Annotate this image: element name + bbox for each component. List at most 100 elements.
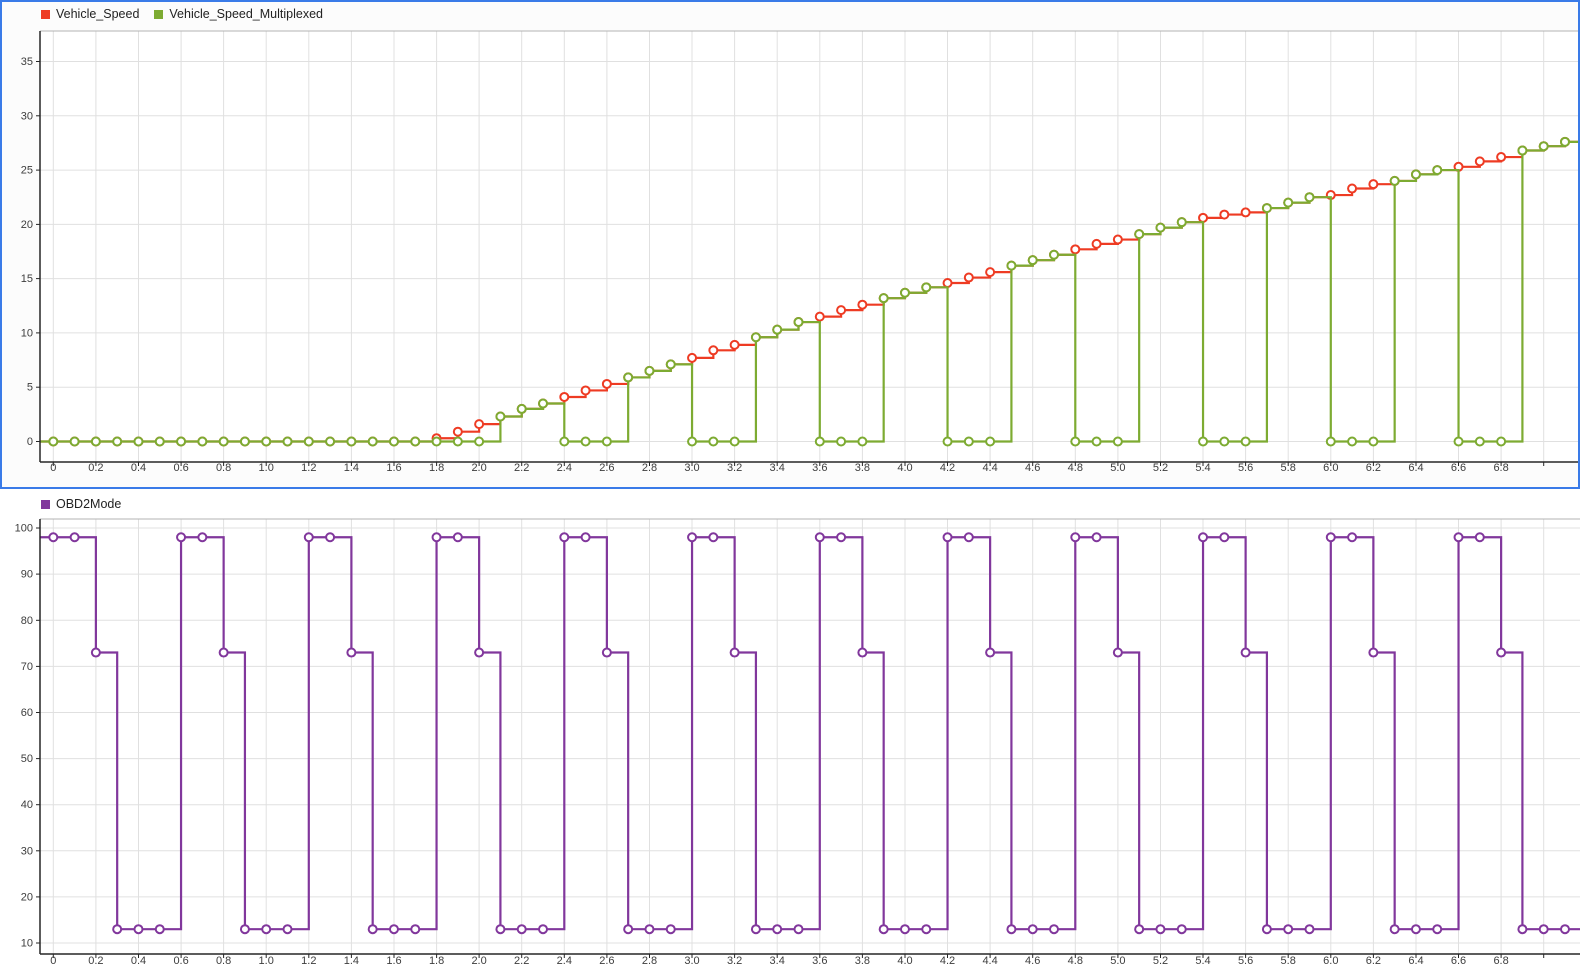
data-point-Vehicle_Speed[interactable] [942,277,953,288]
data-point-OBD2Mode[interactable] [261,924,272,935]
plot-area[interactable] [40,519,1580,954]
data-point-OBD2Mode[interactable] [687,532,698,543]
legend-item-vehicle-speed-multiplexed[interactable]: Vehicle_Speed_Multiplexed [154,8,323,21]
data-point-OBD2Mode[interactable] [303,532,314,543]
data-point-Vehicle_Speed[interactable] [1240,207,1251,218]
data-point-OBD2Mode[interactable] [1112,647,1123,658]
data-point-Vehicle_Speed_Multiplexed[interactable] [1432,165,1443,176]
data-point-Vehicle_Speed[interactable] [687,352,698,363]
data-point-OBD2Mode[interactable] [1006,924,1017,935]
data-point-OBD2Mode[interactable] [623,924,634,935]
data-point-OBD2Mode[interactable] [474,647,485,658]
data-point-Vehicle_Speed_Multiplexed[interactable] [303,436,314,447]
data-point-Vehicle_Speed_Multiplexed[interactable] [1112,436,1123,447]
data-point-Vehicle_Speed_Multiplexed[interactable] [580,436,591,447]
data-point-OBD2Mode[interactable] [644,924,655,935]
data-point-OBD2Mode[interactable] [1559,924,1570,935]
data-point-Vehicle_Speed_Multiplexed[interactable] [921,282,932,293]
data-point-Vehicle_Speed_Multiplexed[interactable] [601,436,612,447]
data-point-OBD2Mode[interactable] [729,647,740,658]
data-point-OBD2Mode[interactable] [793,924,804,935]
data-point-OBD2Mode[interactable] [1198,532,1209,543]
data-point-OBD2Mode[interactable] [1155,924,1166,935]
data-point-Vehicle_Speed_Multiplexed[interactable] [367,436,378,447]
data-point-OBD2Mode[interactable] [878,924,889,935]
data-point-OBD2Mode[interactable] [985,647,996,658]
data-point-Vehicle_Speed[interactable] [601,378,612,389]
data-point-Vehicle_Speed_Multiplexed[interactable] [814,436,825,447]
data-point-OBD2Mode[interactable] [814,532,825,543]
vehicle-speed-chart[interactable]: 0 0.2 0.4 0.6 0.8 1.0 1.2 1.4 1.6 1.8 2.0 2.2 2.4 2.6… [0,0,1580,489]
data-point-OBD2Mode[interactable] [218,647,229,658]
data-point-Vehicle_Speed_Multiplexed[interactable] [239,436,250,447]
data-point-Vehicle_Speed[interactable] [1496,152,1507,163]
data-point-Vehicle_Speed_Multiplexed[interactable] [1049,249,1059,260]
data-point-OBD2Mode[interactable] [963,532,974,543]
data-point-Vehicle_Speed_Multiplexed[interactable] [538,398,549,409]
data-point-Vehicle_Speed[interactable] [963,272,974,283]
data-point-Vehicle_Speed[interactable] [729,339,740,350]
data-point-Vehicle_Speed_Multiplexed[interactable] [388,436,399,447]
data-point-OBD2Mode[interactable] [1389,924,1400,935]
data-point-Vehicle_Speed_Multiplexed[interactable] [1176,217,1187,228]
data-point-OBD2Mode[interactable] [367,924,378,935]
data-point-OBD2Mode[interactable] [1325,532,1336,543]
data-point-Vehicle_Speed_Multiplexed[interactable] [325,436,336,447]
data-point-OBD2Mode[interactable] [197,532,208,543]
data-point-OBD2Mode[interactable] [1304,924,1315,935]
data-point-OBD2Mode[interactable] [239,924,250,935]
data-point-Vehicle_Speed_Multiplexed[interactable] [1496,436,1507,447]
data-point-Vehicle_Speed[interactable] [559,391,570,402]
data-point-OBD2Mode[interactable] [538,924,549,935]
data-point-OBD2Mode[interactable] [1453,532,1464,543]
data-point-Vehicle_Speed_Multiplexed[interactable] [495,411,506,422]
data-point-Vehicle_Speed_Multiplexed[interactable] [878,293,889,304]
data-point-OBD2Mode[interactable] [1176,924,1187,935]
data-point-Vehicle_Speed_Multiplexed[interactable] [750,332,761,343]
data-point-OBD2Mode[interactable] [1283,924,1294,935]
data-point-Vehicle_Speed_Multiplexed[interactable] [1347,436,1358,447]
data-point-OBD2Mode[interactable] [1049,924,1059,935]
data-point-Vehicle_Speed[interactable] [708,345,719,356]
data-point-OBD2Mode[interactable] [665,924,676,935]
legend-item-vehicle-speed[interactable]: Vehicle_Speed [41,8,139,21]
obd2mode-chart[interactable]: 0 0.2 0.4 0.6 0.8 1.0 1.2 1.4 1.6 1.8 2.0 2.2 2.4 2.6… [0,489,1580,974]
data-point-Vehicle_Speed_Multiplexed[interactable] [1368,436,1379,447]
data-point-OBD2Mode[interactable] [899,924,910,935]
data-point-Vehicle_Speed[interactable] [857,299,868,310]
data-point-OBD2Mode[interactable] [1134,924,1145,935]
data-point-Vehicle_Speed[interactable] [474,419,485,430]
data-point-OBD2Mode[interactable] [1368,647,1379,658]
data-point-Vehicle_Speed[interactable] [1368,179,1379,190]
data-point-Vehicle_Speed_Multiplexed[interactable] [708,436,719,447]
data-point-Vehicle_Speed_Multiplexed[interactable] [963,436,974,447]
data-point-OBD2Mode[interactable] [1496,647,1507,658]
data-point-OBD2Mode[interactable] [1219,532,1230,543]
data-point-Vehicle_Speed_Multiplexed[interactable] [346,436,357,447]
data-point-OBD2Mode[interactable] [90,647,101,658]
data-point-OBD2Mode[interactable] [133,924,144,935]
data-point-Vehicle_Speed_Multiplexed[interactable] [1091,436,1102,447]
data-point-Vehicle_Speed_Multiplexed[interactable] [112,436,123,447]
data-point-OBD2Mode[interactable] [176,532,187,543]
data-point-OBD2Mode[interactable] [325,532,336,543]
data-point-Vehicle_Speed_Multiplexed[interactable] [644,365,655,376]
data-point-Vehicle_Speed_Multiplexed[interactable] [1304,192,1315,203]
data-point-Vehicle_Speed_Multiplexed[interactable] [1070,436,1081,447]
data-point-Vehicle_Speed_Multiplexed[interactable] [154,436,165,447]
plot-area[interactable] [40,31,1580,462]
data-point-OBD2Mode[interactable] [1410,924,1421,935]
data-point-Vehicle_Speed[interactable] [1112,234,1123,245]
data-point-OBD2Mode[interactable] [772,924,783,935]
data-point-Vehicle_Speed_Multiplexed[interactable] [1474,436,1485,447]
data-point-Vehicle_Speed[interactable] [814,311,825,322]
data-point-OBD2Mode[interactable] [1070,532,1081,543]
data-point-Vehicle_Speed[interactable] [836,305,847,316]
data-point-Vehicle_Speed_Multiplexed[interactable] [1283,197,1294,208]
data-point-OBD2Mode[interactable] [516,924,527,935]
data-point-Vehicle_Speed_Multiplexed[interactable] [176,436,187,447]
data-point-Vehicle_Speed_Multiplexed[interactable] [772,324,783,335]
data-point-OBD2Mode[interactable] [1517,924,1528,935]
data-point-Vehicle_Speed_Multiplexed[interactable] [431,436,442,447]
data-point-OBD2Mode[interactable] [1240,647,1251,658]
